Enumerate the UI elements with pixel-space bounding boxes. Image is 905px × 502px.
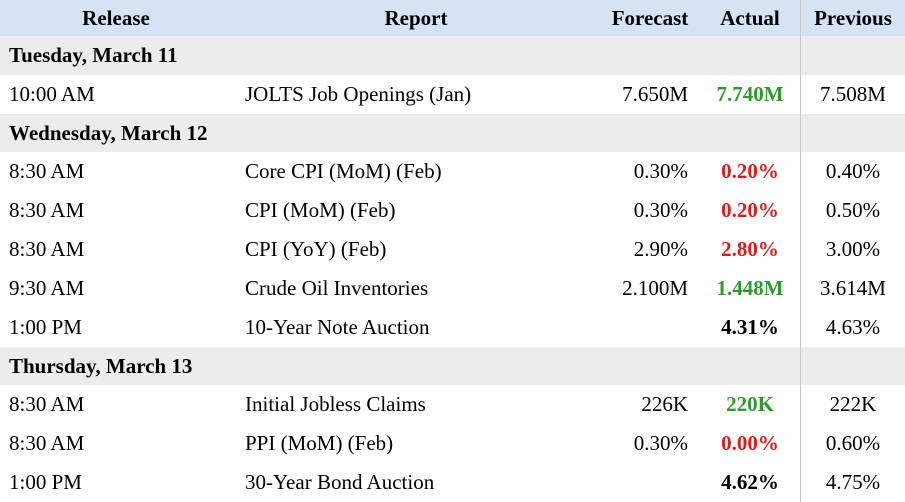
header-cell: Actual [720, 5, 780, 30]
actual-cell: 0.20% [721, 198, 779, 223]
report-cell: JOLTS Job Openings (Jan) [245, 81, 472, 106]
report-cell: 30-Year Bond Auction [245, 470, 435, 495]
section-row: Thursday, March 13 [0, 346, 905, 386]
data-row: 10:00 AM JOLTS Job Openings (Jan) 7.650M 7.… [0, 74, 905, 114]
header-cell: Forecast [611, 5, 689, 30]
report-cell: Core CPI (MoM) (Feb) [245, 159, 442, 184]
release-cell: 10:00 AM [9, 81, 95, 106]
forecast-cell [600, 308, 700, 347]
previous-cell: 0.40% [800, 152, 905, 192]
data-row: 8:30 AM Initial Jobless Claims 226K 220K 222… [0, 385, 905, 425]
report-cell: PPI (MoM) (Feb) [245, 431, 394, 456]
header-cell: Previous [800, 0, 905, 36]
release-cell: 8:30 AM [9, 237, 85, 262]
header-row: Release Report Forecast Actual Previous [0, 0, 905, 36]
forecast-cell: 2.100M [622, 275, 688, 300]
report-cell: CPI (YoY) (Feb) [245, 237, 387, 262]
actual-cell: 220K [726, 392, 774, 417]
previous-cell: 0.60% [800, 424, 905, 464]
release-cell: 9:30 AM [9, 275, 85, 300]
release-cell: 1:00 PM [9, 470, 82, 495]
actual-cell: 1.448M [716, 275, 784, 300]
report-cell: 10-Year Note Auction [245, 314, 430, 339]
section-title: Wednesday, March 12 [9, 120, 208, 145]
header-cell: Release [82, 5, 150, 30]
forecast-cell: 2.90% [633, 237, 688, 262]
previous-cell: 7.508M [800, 74, 905, 114]
data-row: 9:30 AM Crude Oil Inventories 2.100M 1.448M… [0, 268, 905, 308]
actual-cell: 7.740M [716, 81, 784, 106]
data-row: 1:00 PM 10-Year Note Auction 4.31% 4.63% [0, 307, 905, 347]
report-cell: CPI (MoM) (Feb) [245, 198, 396, 223]
forecast-cell [600, 463, 700, 502]
forecast-cell: 0.30% [633, 431, 688, 456]
previous-cell: 0.50% [800, 191, 905, 231]
section-spacer [800, 36, 905, 75]
report-cell: Crude Oil Inventories [245, 275, 429, 300]
data-row: 8:30 AM CPI (YoY) (Feb) 2.90% 2.80% 3.00% [0, 230, 905, 269]
previous-cell: 4.75% [800, 463, 905, 502]
forecast-cell: 226K [641, 392, 688, 417]
release-cell: 8:30 AM [9, 198, 85, 223]
forecast-cell: 0.30% [633, 159, 688, 184]
release-cell: 8:30 AM [9, 431, 85, 456]
actual-cell: 4.31% [721, 314, 779, 339]
section-row: Wednesday, March 12 [0, 113, 905, 153]
section-title: Tuesday, March 11 [9, 42, 178, 67]
forecast-cell: 0.30% [633, 198, 688, 223]
release-cell: 1:00 PM [9, 314, 82, 339]
section-row: Tuesday, March 11 [0, 36, 905, 75]
report-cell: Initial Jobless Claims [245, 392, 426, 417]
data-row: 8:30 AM PPI (MoM) (Feb) 0.30% 0.00% 0.60% [0, 424, 905, 464]
actual-cell: 2.80% [721, 237, 779, 262]
forecast-cell: 7.650M [622, 81, 688, 106]
data-row: 8:30 AM Core CPI (MoM) (Feb) 0.30% 0.20% 0.4… [0, 152, 905, 192]
section-spacer [800, 346, 905, 386]
data-row: 1:00 PM 30-Year Bond Auction 4.62% 4.75% [0, 463, 905, 502]
release-cell: 8:30 AM [9, 159, 85, 184]
section-spacer [800, 113, 905, 153]
previous-cell: 4.63% [800, 307, 905, 347]
actual-cell: 4.62% [721, 470, 779, 495]
actual-cell: 0.00% [721, 431, 779, 456]
previous-cell: 3.00% [800, 230, 905, 269]
actual-cell: 0.20% [721, 159, 779, 184]
previous-cell: 222K [800, 385, 905, 425]
section-title: Thursday, March 13 [9, 353, 193, 378]
data-row: 8:30 AM CPI (MoM) (Feb) 0.30% 0.20% 0.50% [0, 191, 905, 231]
header-cell: Report [384, 5, 448, 30]
release-cell: 8:30 AM [9, 392, 85, 417]
previous-cell: 3.614M [800, 268, 905, 308]
